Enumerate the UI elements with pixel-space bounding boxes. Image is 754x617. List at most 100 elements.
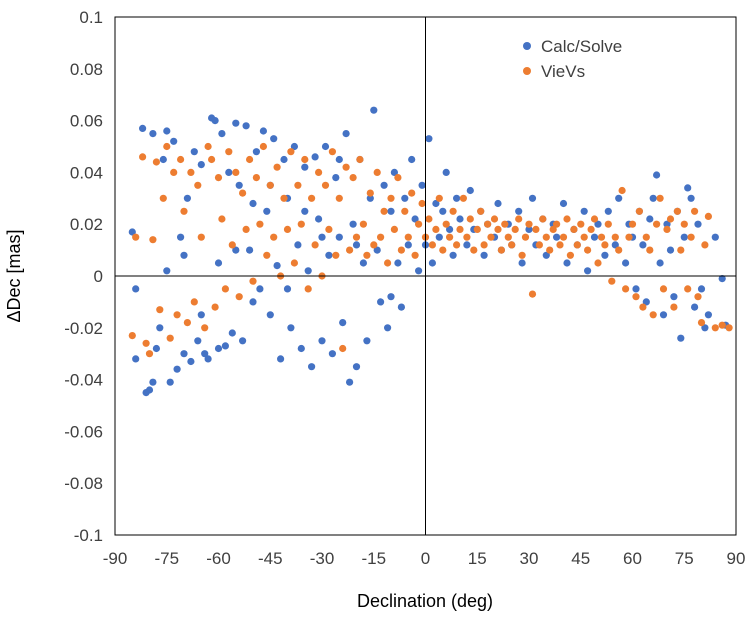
point-series-0-44 <box>277 355 285 363</box>
point-series-1-143 <box>625 233 633 241</box>
point-series-0-123 <box>590 233 599 241</box>
point-series-1-45 <box>287 148 295 156</box>
point-series-1-139 <box>611 233 619 241</box>
point-series-0-30 <box>228 329 236 337</box>
point-series-1-113 <box>521 233 530 241</box>
point-series-0-15 <box>177 233 185 241</box>
point-series-0-139 <box>656 259 664 267</box>
point-series-1-58 <box>332 251 340 259</box>
point-series-1-152 <box>656 194 664 202</box>
point-series-1-75 <box>390 225 398 233</box>
point-series-1-13 <box>177 155 185 164</box>
point-series-0-89 <box>432 199 440 208</box>
point-series-0-37 <box>252 148 260 156</box>
point-series-0-48 <box>290 142 298 151</box>
point-series-0-154 <box>711 233 719 241</box>
x-axis-title: Declination (deg) <box>357 591 493 611</box>
x-tick-label: 75 <box>675 549 694 568</box>
point-series-0-157 <box>180 251 188 259</box>
point-series-1-156 <box>670 303 678 311</box>
point-series-1-161 <box>687 233 695 241</box>
point-series-0-136 <box>646 215 654 223</box>
point-series-0-163 <box>387 293 395 301</box>
point-series-0-54 <box>311 153 319 161</box>
point-series-1-164 <box>697 319 706 327</box>
point-series-1-131 <box>584 246 592 254</box>
point-series-0-20 <box>194 337 202 345</box>
point-series-1-16 <box>187 168 195 176</box>
point-series-0-138 <box>653 171 661 179</box>
point-series-0-42 <box>270 135 278 143</box>
point-series-1-70 <box>373 168 381 176</box>
point-series-0-137 <box>649 194 657 202</box>
point-series-1-33 <box>246 155 254 164</box>
point-series-0-90 <box>435 233 443 241</box>
point-series-1-2 <box>139 153 147 161</box>
point-series-1-60 <box>339 344 347 353</box>
point-series-1-24 <box>214 174 223 182</box>
point-series-1-118 <box>539 215 547 223</box>
x-tick-label: 90 <box>727 549 746 568</box>
point-series-1-136 <box>601 241 609 249</box>
point-series-1-22 <box>208 155 216 164</box>
point-series-1-159 <box>680 220 688 228</box>
point-series-1-7 <box>156 306 164 314</box>
point-series-1-115 <box>528 290 537 298</box>
point-series-1-72 <box>380 207 388 215</box>
point-series-0-32 <box>235 181 243 189</box>
point-series-0-104 <box>494 199 502 208</box>
point-series-1-89 <box>439 246 447 254</box>
point-series-1-68 <box>366 189 374 197</box>
point-series-0-68 <box>359 259 367 267</box>
point-series-0-29 <box>225 168 233 176</box>
point-series-1-150 <box>649 311 657 319</box>
point-series-0-84 <box>415 267 423 275</box>
point-series-0-31 <box>232 119 240 127</box>
point-series-1-51 <box>308 194 316 202</box>
point-series-0-2 <box>132 355 140 363</box>
point-series-0-82 <box>408 155 416 164</box>
point-series-1-130 <box>580 233 588 241</box>
point-series-0-6 <box>149 378 157 386</box>
point-series-0-55 <box>315 215 323 223</box>
point-series-1-153 <box>659 285 668 293</box>
point-series-1-0 <box>128 332 136 340</box>
point-series-0-87 <box>425 135 433 143</box>
point-series-1-78 <box>401 207 409 215</box>
point-series-1-25 <box>218 215 226 223</box>
point-series-0-161 <box>318 233 326 241</box>
point-series-0-159 <box>249 199 257 208</box>
y-axis-title: ΔDec [mas] <box>4 229 24 322</box>
point-series-1-144 <box>628 220 637 228</box>
point-series-1-145 <box>632 293 640 301</box>
x-axis-tick-labels: -90 -75 -60 -45 -30 -15 0 15 30 45 60 75 90 <box>103 549 746 568</box>
point-series-1-43 <box>280 194 288 202</box>
point-series-0-13 <box>170 137 178 145</box>
point-series-1-128 <box>573 241 581 249</box>
point-series-1-100 <box>477 207 485 215</box>
point-series-1-141 <box>618 186 626 195</box>
point-series-0-114 <box>542 251 550 259</box>
point-series-0-152 <box>701 324 709 332</box>
point-series-1-116 <box>532 225 540 233</box>
x-tick-label: -30 <box>310 549 335 568</box>
point-series-0-118 <box>563 259 571 267</box>
point-series-0-34 <box>242 122 250 130</box>
y-tick-label: 0.02 <box>70 215 103 234</box>
point-series-1-91 <box>446 233 454 241</box>
point-series-0-33 <box>239 337 247 345</box>
point-series-0-40 <box>263 207 271 215</box>
point-series-0-92 <box>442 168 450 176</box>
point-series-1-97 <box>466 215 474 223</box>
point-series-0-143 <box>670 293 678 301</box>
x-tick-label: 60 <box>623 549 642 568</box>
point-series-1-1 <box>132 233 140 241</box>
point-series-1-92 <box>449 207 457 215</box>
point-series-0-65 <box>349 220 357 228</box>
point-series-1-99 <box>473 225 481 233</box>
point-series-1-48 <box>297 220 305 228</box>
point-series-1-69 <box>370 241 378 249</box>
point-series-0-78 <box>394 259 402 267</box>
point-series-0-83 <box>411 215 419 223</box>
point-series-0-109 <box>518 259 526 267</box>
